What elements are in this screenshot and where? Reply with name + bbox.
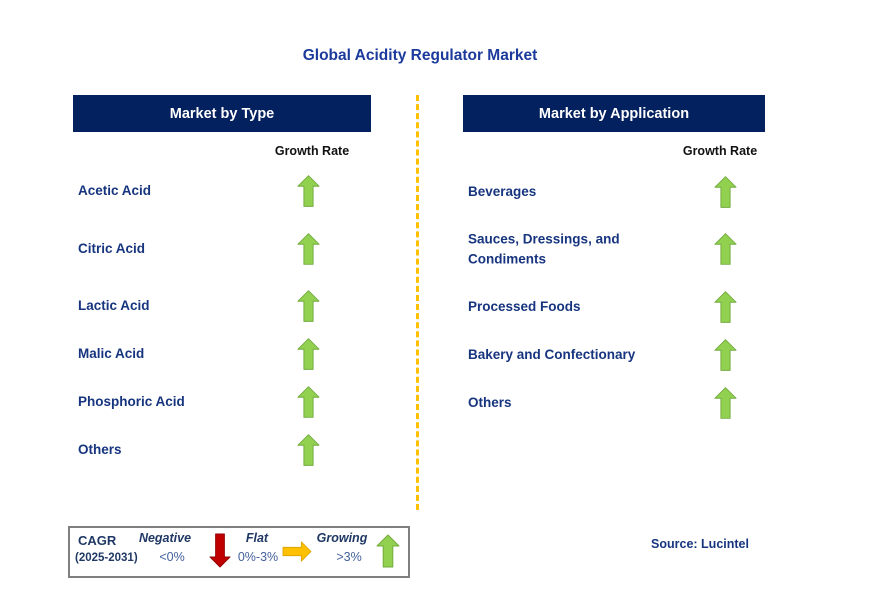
right-panel-header: Market by Application [463, 95, 765, 132]
legend-flat-range: 0%-3% [237, 550, 279, 564]
down-arrow-icon [209, 532, 231, 569]
source-attribution: Source: Lucintel [651, 537, 749, 551]
legend-period-label: (2025-2031) [75, 552, 138, 564]
dashed-divider [416, 95, 419, 510]
up-arrow-icon [297, 175, 320, 208]
list-item: Bakery and Confectionary [463, 337, 765, 373]
up-arrow-icon [376, 531, 400, 571]
right-arrow-icon [282, 541, 312, 562]
segment-label: Sauces, Dressings, and Condiments [468, 231, 620, 266]
right-growth-rate-label: Growth Rate [682, 144, 758, 158]
up-arrow-icon [714, 387, 737, 420]
up-arrow-icon [297, 434, 320, 467]
up-arrow-icon [297, 290, 320, 323]
legend-cagr-label: CAGR [78, 533, 117, 548]
page-title: Global Acidity Regulator Market [302, 47, 538, 64]
list-item: Others [73, 432, 371, 468]
legend-negative-range: <0% [159, 550, 185, 564]
segment-label: Malic Acid [78, 346, 145, 362]
up-arrow-icon [297, 233, 320, 266]
legend-growing-label: Growing [316, 531, 368, 545]
segment-label: Acetic Acid [78, 183, 152, 199]
cagr-legend: CAGR (2025-2031) Negative <0% Flat 0%-3%… [68, 526, 410, 578]
legend-flat-label: Flat [245, 531, 269, 545]
left-growth-rate-label: Growth Rate [274, 144, 350, 158]
legend-negative-label: Negative [138, 531, 192, 545]
segment-label: Others [78, 442, 122, 458]
list-item: Acetic Acid [73, 173, 371, 209]
segment-label: Processed Foods [468, 299, 581, 315]
list-item: Sauces, Dressings, and Condiments [463, 231, 765, 267]
legend-growing-range: >3% [336, 550, 362, 564]
list-item: Citric Acid [73, 231, 371, 267]
up-arrow-icon [714, 233, 737, 266]
list-item: Lactic Acid [73, 288, 371, 324]
segment-label: Lactic Acid [78, 298, 150, 314]
segment-label: Beverages [468, 184, 537, 200]
left-panel-header: Market by Type [73, 95, 371, 132]
up-arrow-icon [714, 291, 737, 324]
up-arrow-icon [297, 386, 320, 419]
list-item: Phosphoric Acid [73, 384, 371, 420]
list-item: Beverages [463, 174, 765, 210]
segment-label: Others [468, 395, 512, 411]
list-item: Others [463, 385, 765, 421]
up-arrow-icon [714, 339, 737, 372]
segment-label: Bakery and Confectionary [468, 347, 636, 363]
up-arrow-icon [297, 338, 320, 371]
list-item: Processed Foods [463, 289, 765, 325]
segment-label: Phosphoric Acid [78, 394, 185, 410]
up-arrow-icon [714, 176, 737, 209]
list-item: Malic Acid [73, 336, 371, 372]
segment-label: Citric Acid [78, 241, 146, 257]
